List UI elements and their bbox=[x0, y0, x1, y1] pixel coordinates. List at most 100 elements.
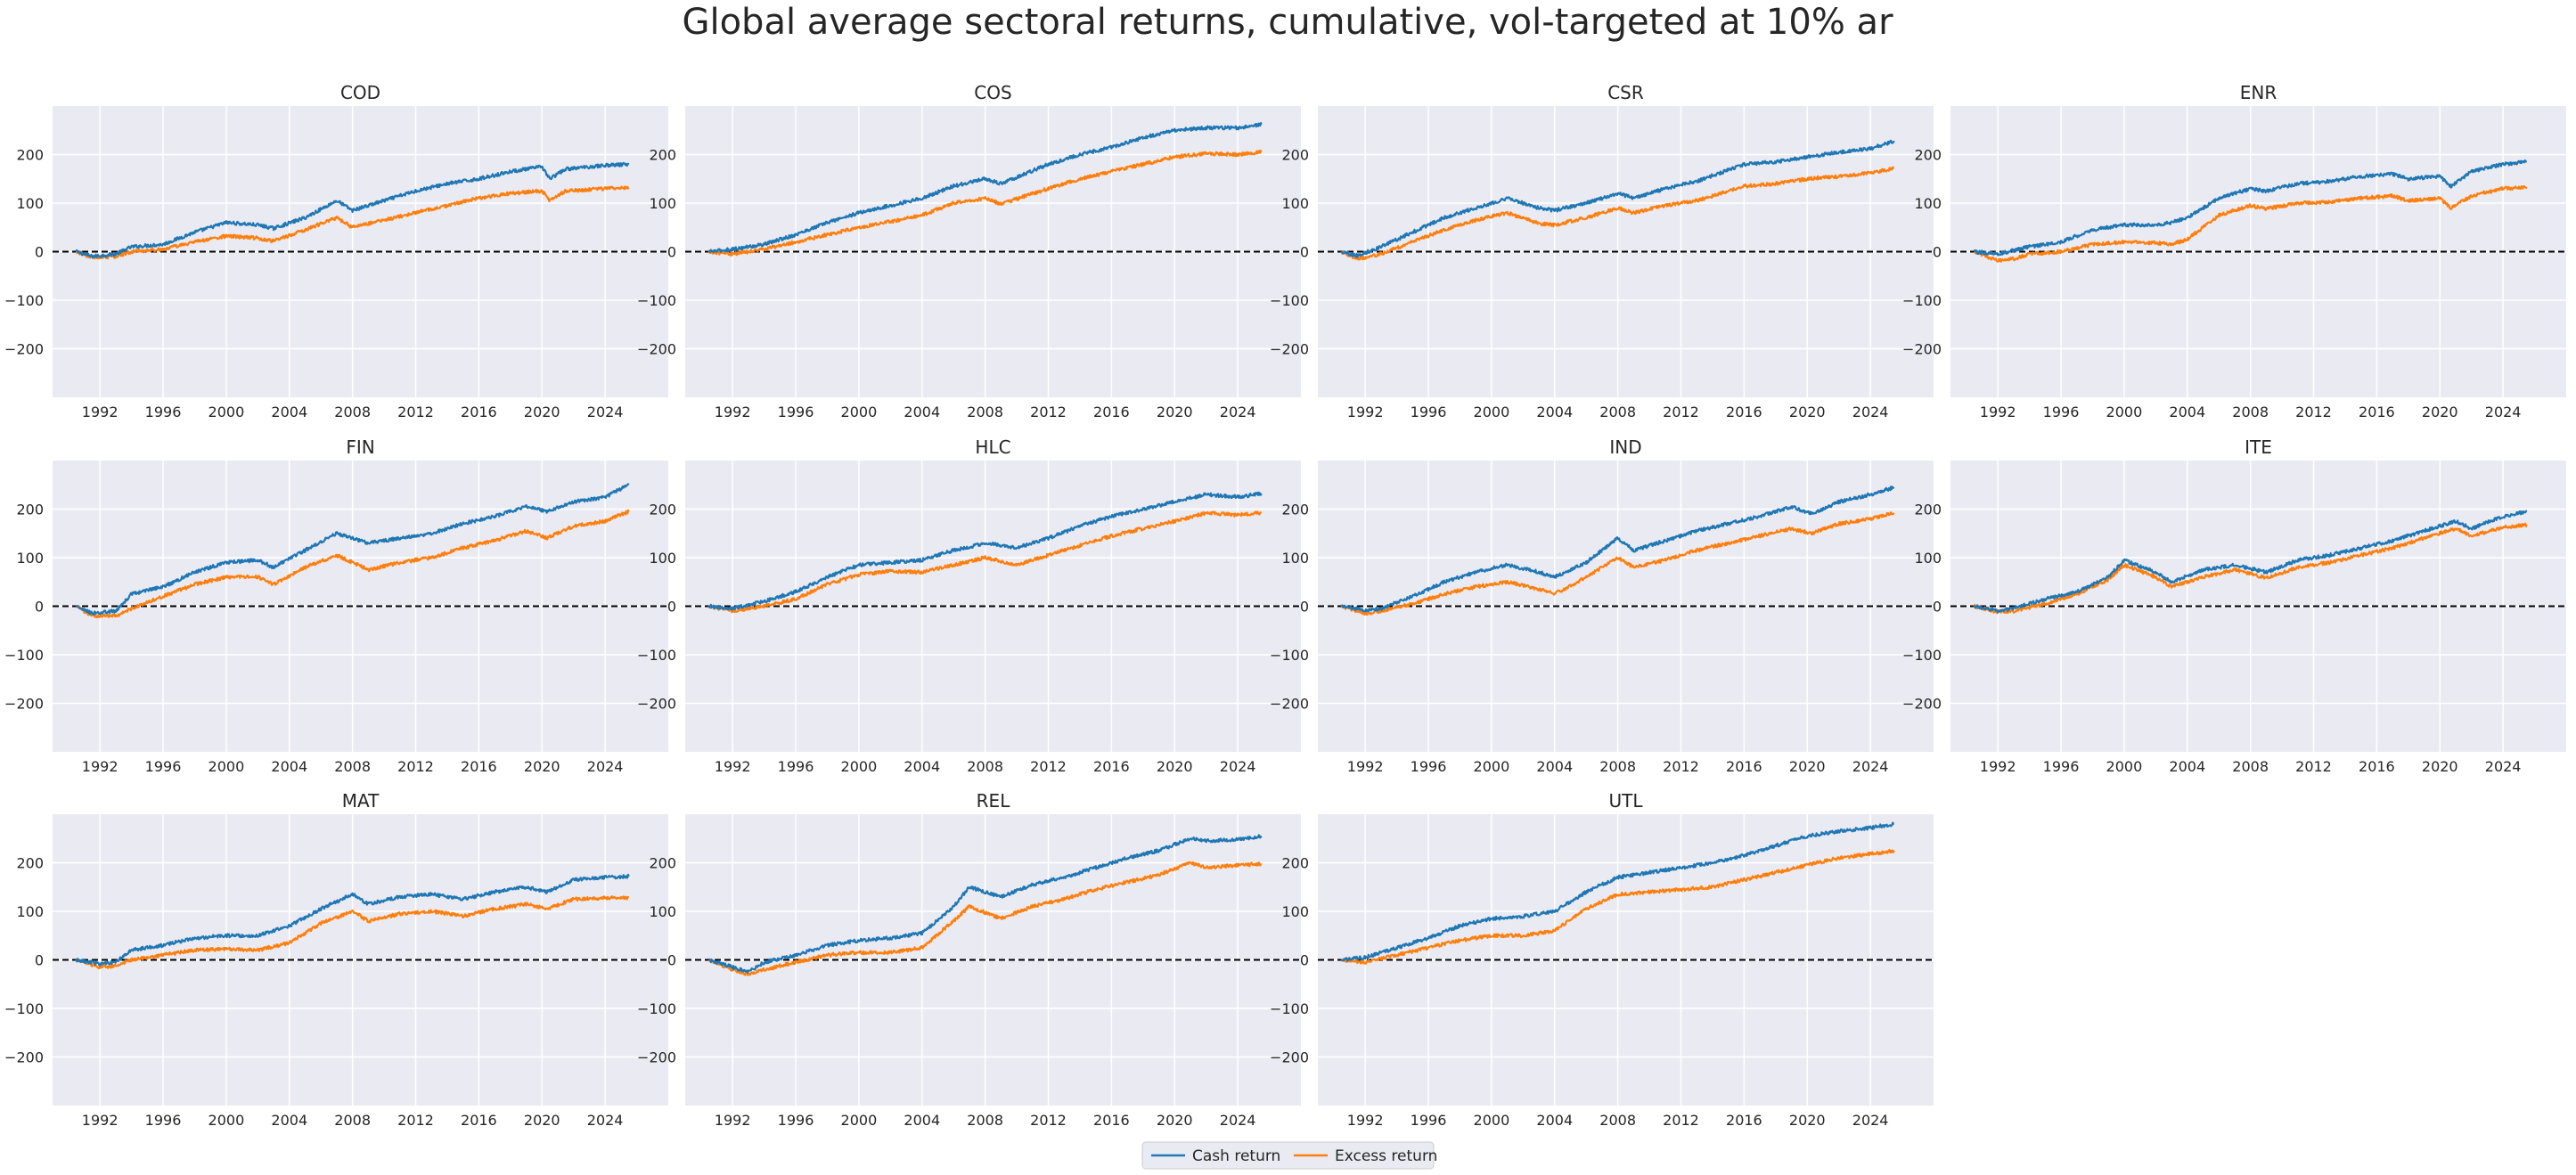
y-tick-label: 0 bbox=[1933, 599, 1942, 616]
y-tick-label: 200 bbox=[16, 147, 44, 164]
x-tick-label: 2000 bbox=[1474, 1112, 1510, 1129]
y-tick-label: −100 bbox=[1270, 292, 1309, 309]
x-tick-label: 1992 bbox=[82, 758, 119, 775]
subplot-title: COD bbox=[340, 82, 380, 103]
excess-return-line bbox=[707, 861, 1263, 976]
y-tick-label: 100 bbox=[16, 903, 44, 920]
x-tick-label: 2020 bbox=[2422, 404, 2458, 420]
y-tick-label: 200 bbox=[16, 502, 44, 518]
cash-return-line bbox=[708, 834, 1263, 974]
y-tick-label: −200 bbox=[1270, 341, 1309, 358]
y-tick-label: −200 bbox=[4, 341, 44, 358]
subplot-cos: 1992 1996 2000 2004 2008 2012 2016 2020 2024−200… bbox=[637, 82, 1301, 420]
x-tick-label: 2008 bbox=[334, 404, 371, 420]
x-tick-label: 1992 bbox=[1980, 758, 2016, 775]
y-tick-label: 100 bbox=[649, 903, 676, 920]
y-tick-label: −200 bbox=[637, 341, 676, 358]
x-tick-label: 2024 bbox=[1852, 758, 1889, 775]
x-tick-label: 2004 bbox=[271, 1112, 307, 1129]
x-tick-label: 2024 bbox=[587, 758, 624, 775]
y-tick-label: 200 bbox=[1914, 147, 1942, 164]
x-tick-label: 2016 bbox=[1093, 758, 1130, 775]
y-tick-label: −200 bbox=[1902, 696, 1942, 713]
y-tick-label: −100 bbox=[637, 292, 676, 309]
subplot-title: COS bbox=[974, 82, 1011, 103]
x-tick-label: 2020 bbox=[1157, 404, 1193, 420]
x-tick-label: 1996 bbox=[778, 404, 814, 420]
x-tick-label: 2012 bbox=[2295, 404, 2332, 420]
x-tick-label: 2020 bbox=[524, 758, 560, 775]
subplot-title: REL bbox=[977, 790, 1011, 812]
y-tick-label: 0 bbox=[667, 952, 676, 969]
y-tick-label: −200 bbox=[637, 1049, 676, 1066]
cash-return-line bbox=[708, 122, 1263, 254]
excess-return-line bbox=[1340, 848, 1895, 965]
y-tick-label: 100 bbox=[1281, 195, 1309, 212]
x-tick-label: 2000 bbox=[1474, 404, 1510, 420]
x-tick-label: 2004 bbox=[271, 404, 307, 420]
x-tick-label: 1992 bbox=[1980, 404, 2016, 420]
x-tick-label: 2020 bbox=[1157, 758, 1193, 775]
y-tick-label: 200 bbox=[649, 147, 676, 164]
y-tick-label: 0 bbox=[667, 599, 676, 616]
y-tick-label: 0 bbox=[1933, 244, 1942, 261]
y-tick-label: −100 bbox=[4, 292, 44, 309]
x-tick-label: 2016 bbox=[1726, 1112, 1762, 1129]
y-tick-label: 0 bbox=[1300, 599, 1309, 616]
x-tick-label: 2016 bbox=[2359, 404, 2395, 420]
excess-return-line bbox=[1973, 522, 2528, 615]
y-tick-label: 100 bbox=[649, 550, 676, 567]
x-tick-label: 1996 bbox=[2043, 758, 2080, 775]
x-tick-label: 2008 bbox=[2232, 758, 2269, 775]
x-tick-label: 2024 bbox=[1220, 758, 1256, 775]
legend-cash-label: Cash return bbox=[1192, 1147, 1280, 1165]
excess-return-line bbox=[75, 509, 630, 619]
x-tick-label: 2004 bbox=[904, 758, 940, 775]
legend: Cash return Excess return bbox=[1141, 1141, 1437, 1170]
x-tick-label: 2012 bbox=[397, 1112, 434, 1129]
y-tick-label: 0 bbox=[667, 244, 676, 261]
y-tick-label: 0 bbox=[1300, 244, 1309, 261]
cash-return-line bbox=[707, 491, 1263, 611]
y-tick-label: −100 bbox=[637, 647, 676, 664]
y-tick-label: −200 bbox=[1902, 341, 1942, 358]
y-tick-label: −100 bbox=[1270, 647, 1309, 664]
subplot-title: CSR bbox=[1607, 82, 1644, 103]
subplot-hlc: 1992 1996 2000 2004 2008 2012 2016 2020 2024−200… bbox=[637, 437, 1301, 775]
subplot-enr: 1992 1996 2000 2004 2008 2012 2016 2020 2024−200… bbox=[1902, 82, 2566, 420]
x-tick-label: 2000 bbox=[841, 1112, 878, 1129]
y-tick-label: −200 bbox=[1270, 696, 1309, 713]
x-tick-label: 1996 bbox=[778, 758, 814, 775]
excess-return-line bbox=[707, 150, 1263, 257]
y-tick-label: 200 bbox=[649, 855, 676, 872]
x-tick-label: 2016 bbox=[1726, 758, 1762, 775]
x-tick-label: 2024 bbox=[587, 404, 624, 420]
x-tick-label: 2024 bbox=[1852, 1112, 1889, 1129]
x-tick-label: 2012 bbox=[1030, 1112, 1067, 1129]
x-tick-label: 1996 bbox=[145, 758, 182, 775]
subplot-title: ITE bbox=[2245, 437, 2272, 458]
y-tick-label: 0 bbox=[35, 952, 44, 969]
x-tick-label: 1992 bbox=[715, 1112, 751, 1129]
y-tick-label: 100 bbox=[1281, 903, 1309, 920]
cash-return-line bbox=[1340, 139, 1895, 258]
y-tick-label: −100 bbox=[1270, 1000, 1309, 1017]
y-tick-label: 200 bbox=[1281, 502, 1309, 518]
x-tick-label: 2024 bbox=[2485, 758, 2522, 775]
y-tick-label: 200 bbox=[1281, 855, 1309, 872]
legend-box bbox=[1141, 1141, 1435, 1170]
y-tick-label: 200 bbox=[1914, 502, 1942, 518]
chart-title: Global average sectoral returns, cumulat… bbox=[682, 2, 1893, 43]
y-tick-label: 100 bbox=[649, 195, 676, 212]
cash-return-line bbox=[75, 161, 630, 259]
y-tick-label: 0 bbox=[1300, 952, 1309, 969]
x-tick-label: 2016 bbox=[461, 404, 497, 420]
x-tick-label: 2008 bbox=[1599, 404, 1636, 420]
subplot-rel: 1992 1996 2000 2004 2008 2012 2016 2020 2024−200… bbox=[637, 790, 1301, 1129]
excess-return-line bbox=[76, 895, 630, 970]
x-tick-label: 2016 bbox=[1093, 1112, 1130, 1129]
subplot-fin: 1992 1996 2000 2004 2008 2012 2016 2020 2024−200… bbox=[4, 437, 668, 775]
subplot-title: HLC bbox=[975, 437, 1010, 458]
x-tick-label: 2012 bbox=[2295, 758, 2332, 775]
cash-return-line bbox=[1340, 486, 1895, 613]
